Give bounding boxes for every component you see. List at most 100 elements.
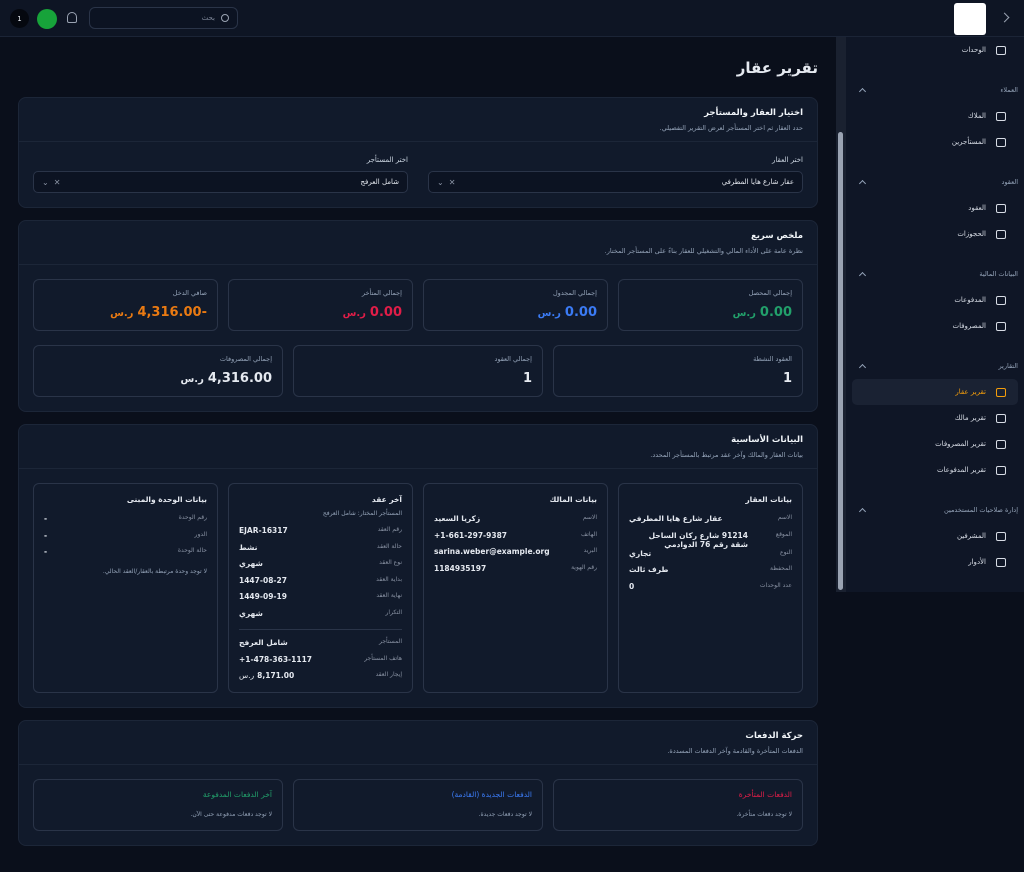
sidebar-item[interactable]: المشرفين: [852, 523, 1018, 549]
value: 8,171.00: [257, 671, 295, 680]
info-label: المحفظة: [769, 565, 792, 572]
sidebar-item[interactable]: تقرير عقار: [852, 379, 1018, 405]
sidebar-item[interactable]: الوحدات: [852, 37, 1018, 63]
info-value: شامل العرفج: [239, 638, 358, 647]
info-value: تجاري: [629, 549, 748, 558]
item-icon: [996, 321, 1006, 331]
sidebar-section[interactable]: العملاء: [846, 77, 1024, 103]
info-value: 1449-09-19: [239, 592, 358, 601]
currency: ر.س: [239, 671, 255, 680]
payment-boxes: الدفعات المتأخرة لا توجد دفعات متأخرة. الد…: [19, 765, 817, 845]
value: 0.00: [759, 305, 792, 320]
info-row: رقم الوحدة -: [44, 514, 207, 531]
select-input[interactable]: عقار شارع هايا المطرفي ⌄ ✕: [428, 171, 803, 193]
separator: [239, 629, 402, 630]
info-column: بيانات المالك الاسم زكريا السعيد الهاتف +1-6…: [423, 483, 608, 693]
info-value: sarina.weber@example.org: [434, 547, 553, 556]
notification-badge[interactable]: 1: [10, 9, 29, 28]
value: 0: [629, 581, 635, 591]
info-value: 1184935197: [434, 564, 553, 573]
info-row: المستأجر شامل العرفج: [239, 638, 402, 655]
currency: ر.س: [537, 308, 561, 319]
stat-label: إجمالي المحصل: [748, 289, 792, 297]
payments-card: حركة الدفعات الدفعات المتأخرة والقادمة وآ…: [18, 720, 818, 846]
info-label: الدور: [194, 530, 207, 538]
info-value: طرف ثالث: [629, 565, 748, 574]
sidebar-section[interactable]: التقارير: [846, 353, 1024, 379]
value: 0.00: [564, 305, 597, 320]
card-title: البيانات الأساسية: [731, 435, 803, 445]
item-label: العقود: [968, 204, 986, 212]
stat-value: -4,316.00ر.س: [44, 305, 207, 320]
card-subtitle: الدفعات المتأخرة والقادمة وآخر الدفعات ا…: [667, 747, 803, 755]
card-title: حركة الدفعات: [745, 731, 803, 741]
stat-value: 4,316.00ر.س: [44, 371, 272, 386]
logo[interactable]: [954, 3, 986, 35]
card-subtitle: نظرة عامة على الأداء المالي والتشغيلي لل…: [604, 247, 803, 255]
scroll-thumb[interactable]: [838, 132, 843, 590]
info-label: الاسم: [582, 514, 597, 521]
payment-title: الدفعات الجديدة (القادمة): [451, 790, 532, 799]
value: -: [44, 514, 48, 523]
sidebar-item[interactable]: تقرير مالك: [852, 405, 1018, 431]
sidebar-item[interactable]: الملاك: [852, 103, 1018, 129]
sidebar-section[interactable]: البيانات المالية: [846, 261, 1024, 287]
stat-card: العقود النشطة 1: [553, 345, 803, 397]
stat-value: 0.00ر.س: [629, 305, 792, 320]
sidebar-item[interactable]: المستأجرين: [852, 129, 1018, 155]
info-value: شهري: [239, 609, 358, 618]
info-row: البريد sarina.weber@example.org: [434, 547, 597, 564]
info-row: بداية العقد 1447-08-27: [239, 576, 402, 593]
collapse-chevron[interactable]: [999, 12, 1010, 23]
info-row: الهاتف +1-661-297-9387: [434, 531, 597, 548]
sidebar-item[interactable]: المصروفات: [852, 313, 1018, 339]
sidebar-item[interactable]: المدفوعات: [852, 287, 1018, 313]
sidebar-section[interactable]: إدارة صلاحيات المستخدمين: [846, 497, 1024, 523]
info-label: البريد: [583, 547, 597, 554]
value: 0.00: [369, 305, 402, 320]
stats-row: إجمالي المحصل 0.00ر.س إجمالي المجدول 0.00ر.…: [19, 265, 817, 345]
section-chevron: [858, 87, 867, 96]
value: 1447-08-27: [239, 575, 287, 585]
value: نشط: [239, 542, 258, 552]
info-row: عدد الوحدات 0: [629, 582, 792, 599]
sidebar-section[interactable]: العقود: [846, 169, 1024, 195]
column-title: بيانات العقار: [745, 495, 792, 504]
sidebar-item[interactable]: الأدوار: [852, 549, 1018, 575]
card-title: اختيار العقار والمستأجر: [704, 108, 803, 118]
payment-title: آخر الدفعات المدفوعة: [202, 790, 272, 799]
payment-box: الدفعات المتأخرة لا توجد دفعات متأخرة.: [553, 779, 803, 831]
column-note: لا توجد وحدة مرتبطة بالعقار/العقد الحالي…: [102, 567, 207, 575]
info-label: رقم العقد: [377, 526, 402, 533]
stat-card: إجمالي المحصل 0.00ر.س: [618, 279, 803, 331]
payment-title: الدفعات المتأخرة: [738, 790, 792, 799]
stat-card: إجمالي المصروفات 4,316.00ر.س: [33, 345, 283, 397]
field-label: اختر المستأجر: [366, 156, 408, 164]
info-column: آخر عقد المستأجر المختار: شامل العرفج رقم …: [228, 483, 413, 693]
summary-card: ملخص سريع نظرة عامة على الأداء المالي وال…: [18, 220, 818, 412]
info-value: +1-661-297-9387: [434, 531, 553, 540]
select-input[interactable]: شامل العرفج ⌄ ✕: [33, 171, 408, 193]
sidebar-item[interactable]: تقرير المصروفات: [852, 431, 1018, 457]
info-value: 0: [629, 582, 748, 591]
value: -4,316.00: [137, 305, 207, 320]
sidebar-item[interactable]: الحجوزات: [852, 221, 1018, 247]
sidebar-item[interactable]: تقرير المدفوعات: [852, 457, 1018, 483]
info-row: التكرار شهري: [239, 609, 402, 626]
stat-label: إجمالي المصروفات: [219, 355, 272, 363]
section-title: العملاء: [1000, 86, 1018, 94]
info-label: رقم الهوية: [571, 563, 597, 571]
value: شهري: [239, 608, 263, 618]
value: sarina.weber@example.org: [434, 547, 550, 556]
info-label: الموقع: [775, 530, 792, 538]
stat-card: إجمالي المجدول 0.00ر.س: [423, 279, 608, 331]
sidebar-item[interactable]: العقود: [852, 195, 1018, 221]
info-label: نهاية العقد: [376, 592, 402, 599]
info-label: الهاتف: [581, 530, 597, 538]
search-box[interactable]: بحث: [89, 7, 238, 29]
language-flag[interactable]: [37, 9, 57, 29]
item-icon: [996, 387, 1006, 397]
bell-icon[interactable]: [67, 12, 77, 23]
stat-label: إجمالي المجدول: [552, 289, 597, 297]
